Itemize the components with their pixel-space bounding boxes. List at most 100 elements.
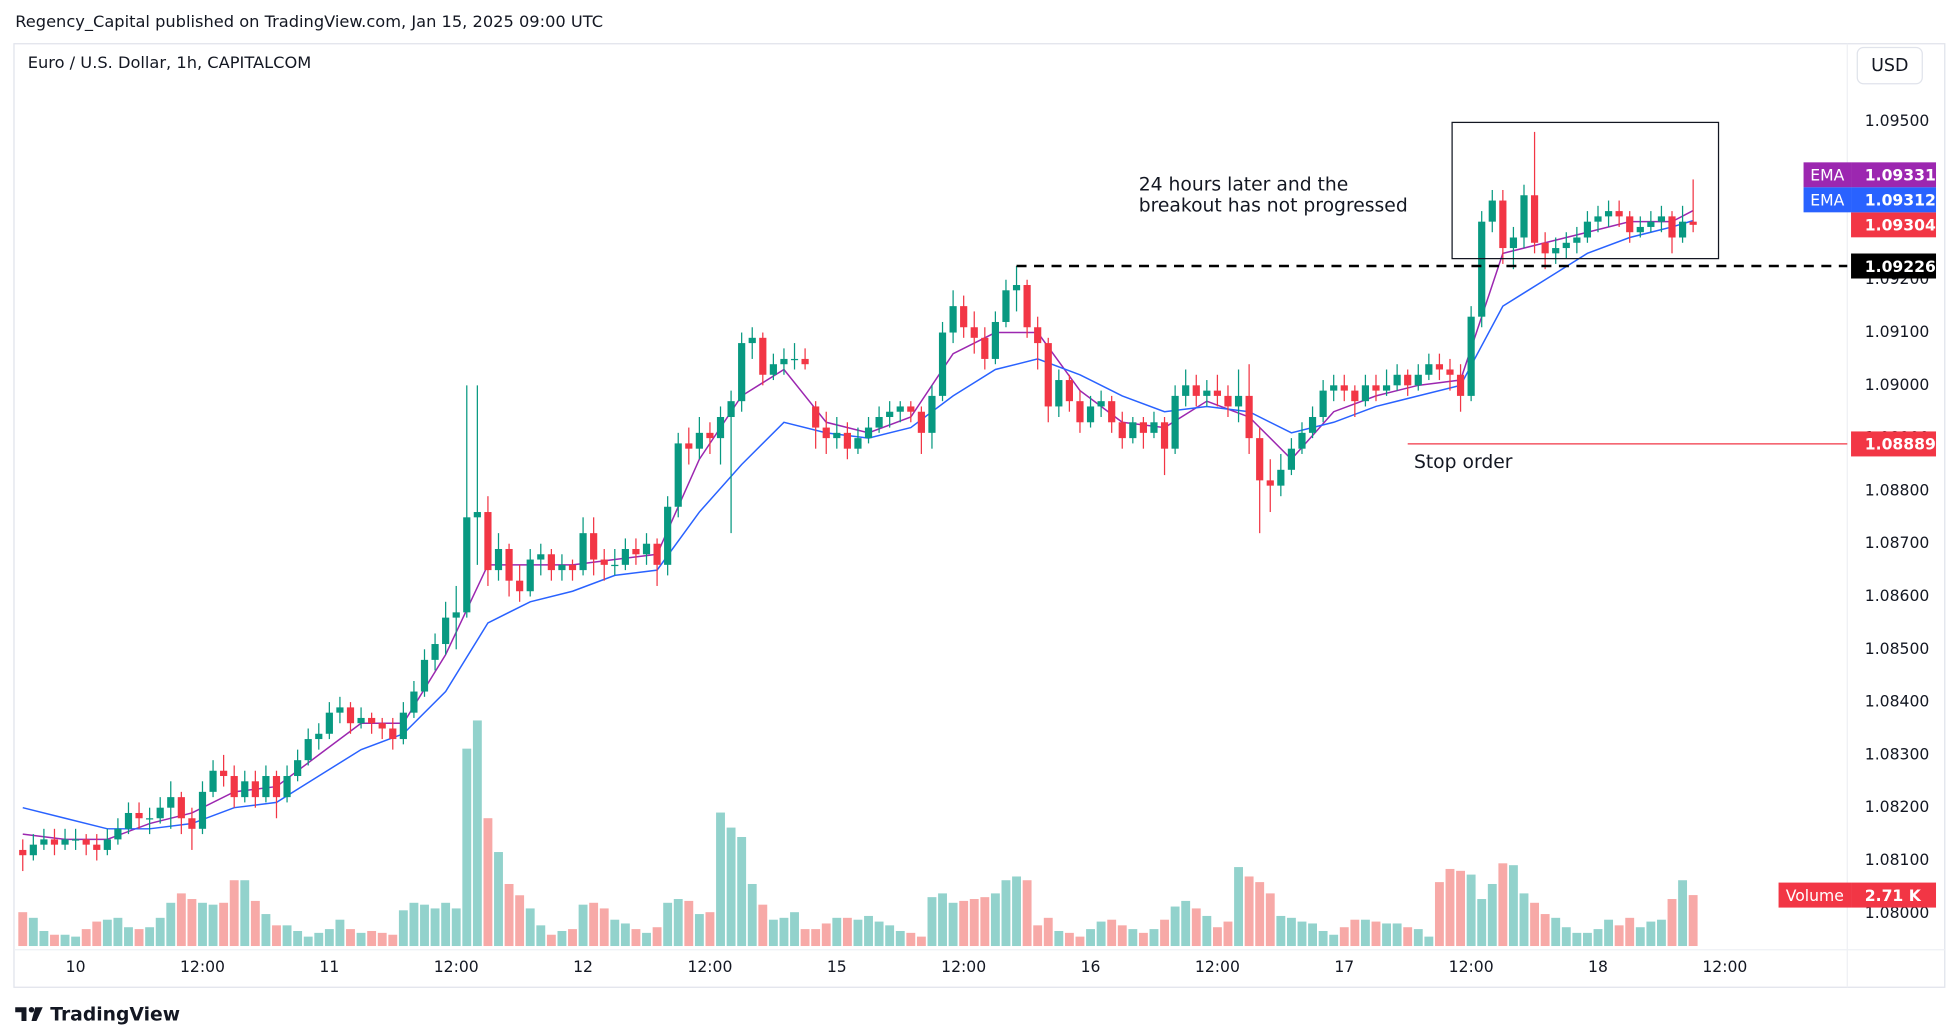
candle-body: [1266, 480, 1274, 486]
volume-bar: [1234, 867, 1243, 947]
candle-body: [1414, 374, 1422, 386]
candle-body: [198, 791, 207, 829]
candle-body: [547, 554, 555, 571]
currency-button[interactable]: [1856, 46, 1923, 85]
candle-body: [1689, 221, 1697, 225]
volume-bar: [50, 934, 59, 947]
x-tick-label: 12:00: [687, 958, 732, 976]
x-tick-label: 12:00: [1195, 958, 1240, 976]
volume-bar: [1392, 923, 1402, 947]
volume-bar: [145, 927, 155, 947]
volume-bar: [420, 904, 429, 947]
volume-bar: [1646, 921, 1656, 947]
volume-bar: [1012, 876, 1021, 947]
candle-body: [103, 839, 111, 850]
candle-body: [420, 659, 429, 692]
candle-body: [368, 717, 376, 724]
candle-body: [1171, 395, 1179, 449]
candle-body: [505, 548, 513, 581]
volume-bar: [155, 917, 165, 947]
volume-bar: [250, 900, 260, 947]
y-tick-label: 1.08400: [1865, 693, 1930, 711]
volume-tag-name: Volume: [1786, 887, 1844, 905]
candle-body: [1287, 448, 1296, 470]
volume-bar: [515, 895, 525, 947]
indicator-tag-label: EMA: [1810, 192, 1844, 210]
candle-body: [1298, 432, 1306, 449]
volume-bar: [642, 932, 651, 947]
candle-body: [706, 432, 714, 439]
publisher: Regency_Capital published on TradingView…: [15, 12, 603, 32]
candle-body: [1573, 237, 1581, 243]
volume-bar: [800, 929, 810, 947]
candle-body: [516, 580, 524, 592]
volume-bar: [906, 932, 916, 947]
volume-bar: [1413, 929, 1423, 947]
volume-bar: [1117, 925, 1127, 947]
candle-body: [1626, 216, 1634, 233]
volume-bar: [1265, 893, 1275, 947]
volume-bar: [927, 897, 937, 947]
candle-body: [1034, 327, 1042, 344]
volume-bar: [578, 904, 588, 947]
volume-bar: [1614, 925, 1624, 947]
volume-bar: [1625, 917, 1635, 947]
volume-bar: [631, 929, 641, 947]
volume-bar: [1255, 882, 1265, 947]
candle-body: [854, 438, 862, 449]
candle-body: [833, 432, 841, 439]
candle-body: [114, 828, 122, 840]
volume-bar: [959, 900, 969, 947]
y-tick-label: 1.08800: [1865, 481, 1930, 499]
candle-body: [812, 406, 820, 428]
candle-body: [1118, 422, 1126, 439]
candle-body: [1256, 438, 1264, 481]
candle-body: [410, 691, 418, 713]
volume-bar: [853, 919, 863, 947]
candle-body: [1393, 374, 1401, 386]
volume-bar: [1329, 934, 1339, 947]
candle-body: [209, 770, 217, 792]
candle-body: [1192, 385, 1200, 396]
candle-body: [442, 617, 450, 645]
volume-bar: [1202, 915, 1212, 947]
candle-body: [19, 849, 27, 856]
candle-body: [1647, 221, 1655, 227]
volume-bar: [377, 932, 387, 947]
volume-bar: [1054, 930, 1064, 947]
volume-tag-name-box: [1778, 882, 1852, 908]
volume-bar: [409, 902, 419, 947]
volume-bar: [92, 921, 102, 947]
candle-body: [907, 406, 915, 412]
volume-bar: [494, 852, 503, 947]
volume-bar: [134, 929, 144, 947]
volume-bar: [261, 914, 271, 947]
volume-bar: [874, 921, 884, 947]
candle-body: [1636, 226, 1644, 233]
candle-body: [146, 818, 154, 820]
candle-body: [1604, 211, 1613, 217]
volume-bar: [1466, 874, 1476, 947]
volume-bar: [1191, 908, 1201, 947]
volume-bar: [1656, 919, 1666, 947]
volume-bar: [324, 929, 334, 947]
candle-body: [1509, 237, 1518, 249]
tradingview-logo: [15, 1007, 43, 1022]
candle-body: [1319, 390, 1327, 418]
volume-bar: [1001, 880, 1011, 947]
candle-body: [642, 543, 651, 555]
candle-body: [843, 432, 851, 449]
volume-bar: [1572, 932, 1582, 947]
volume-bar: [1308, 923, 1317, 947]
annotation-text: breakout has not progressed: [1139, 196, 1408, 217]
volume-bar: [1456, 870, 1466, 947]
volume-bar: [166, 902, 176, 947]
candle-body: [72, 839, 80, 841]
currency-label[interactable]: USD: [1871, 56, 1908, 76]
price-tag-label: 1.09312: [1865, 192, 1936, 210]
volume-bar: [1149, 929, 1159, 947]
volume-bar: [747, 883, 757, 947]
volume-bar: [716, 812, 725, 947]
volume-bar: [451, 908, 461, 947]
